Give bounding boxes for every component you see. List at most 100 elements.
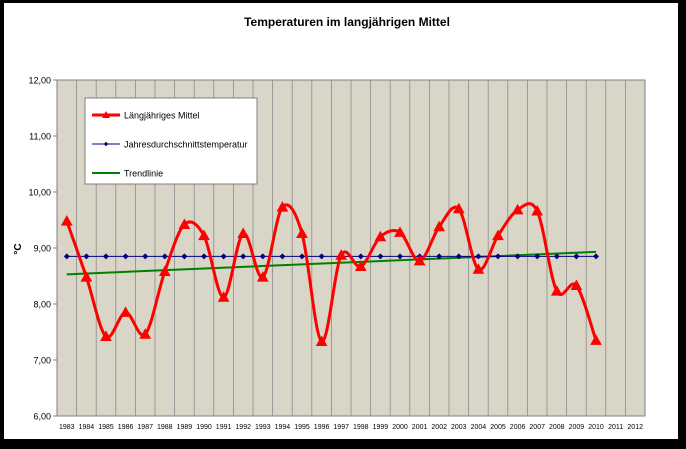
data-point <box>514 253 521 260</box>
y-tick-label: 7,00 <box>33 356 51 366</box>
data-point <box>178 218 191 229</box>
chart-area: Temperaturen im langjährigen Mittel 6,00… <box>4 3 678 439</box>
x-tick-label: 1983 <box>59 424 75 431</box>
data-point <box>102 253 110 260</box>
y-axis-label: °C <box>13 243 24 254</box>
data-point <box>80 271 93 282</box>
y-tick-label: 8,00 <box>33 300 51 310</box>
data-point <box>217 291 230 302</box>
x-tick-label: 1985 <box>98 424 114 431</box>
data-point <box>394 226 406 237</box>
x-tick-label: 2007 <box>529 424 545 431</box>
data-point <box>220 253 227 260</box>
x-tick-label: 1998 <box>353 424 369 431</box>
data-point <box>240 253 247 260</box>
x-tick-label: 1986 <box>118 424 134 431</box>
data-point <box>318 253 325 260</box>
data-point <box>433 220 446 232</box>
x-tick-label: 2011 <box>608 424 623 431</box>
series-line <box>66 250 597 276</box>
data-point <box>413 254 426 266</box>
data-point <box>553 253 560 260</box>
y-tick-label: 11,00 <box>29 132 51 142</box>
data-point <box>396 253 404 260</box>
x-tick-label: 1990 <box>196 424 212 431</box>
data-point <box>590 334 602 345</box>
x-tick-label: 2001 <box>412 424 428 431</box>
data-point <box>139 328 152 339</box>
data-point <box>534 253 541 260</box>
data-point <box>315 335 328 347</box>
data-point <box>475 253 482 260</box>
data-point <box>570 279 583 291</box>
y-tick-label: 9,00 <box>33 244 51 254</box>
data-point <box>122 253 129 260</box>
x-tick-label: 2002 <box>431 424 447 431</box>
data-point <box>60 215 73 226</box>
x-tick-label: 1992 <box>235 424 251 431</box>
legend-marker <box>103 141 109 147</box>
data-point <box>298 253 306 260</box>
data-point <box>436 253 443 260</box>
data-point <box>357 253 364 260</box>
data-point <box>452 202 465 214</box>
data-point <box>161 253 168 260</box>
x-tick-label: 1984 <box>79 424 95 431</box>
data-point <box>377 253 384 260</box>
x-tick-label: 2009 <box>569 424 585 431</box>
data-point <box>181 253 188 260</box>
x-tick-label: 1987 <box>137 424 153 431</box>
data-point <box>354 260 367 271</box>
data-point <box>259 253 266 260</box>
legend: Längjähriges Mittel Jahresdurchschnittste… <box>84 97 258 185</box>
data-point <box>550 285 563 296</box>
x-tick-label: 1999 <box>373 424 389 431</box>
x-tick-label: 2012 <box>627 424 643 431</box>
data-point <box>279 253 286 260</box>
data-point <box>472 263 485 274</box>
x-tick-label: 1997 <box>333 424 349 431</box>
data-point <box>492 229 504 241</box>
data-point <box>83 253 90 260</box>
x-tick-label: 1988 <box>157 424 173 431</box>
data-point <box>592 253 600 260</box>
legend-label: Trendlinie <box>124 169 163 179</box>
x-tick-label: 1989 <box>177 424 193 431</box>
x-tick-label: 1995 <box>294 424 310 431</box>
x-tick-label: 1996 <box>314 424 330 431</box>
legend-box <box>84 97 258 185</box>
data-point <box>119 306 132 317</box>
data-point <box>531 205 544 216</box>
chart-svg: Temperaturen im langjährigen Mittel 6,00… <box>13 15 646 431</box>
y-tick-label: 10,00 <box>28 188 51 198</box>
x-tick-label: 2005 <box>490 424 506 431</box>
data-point <box>200 253 208 260</box>
legend-label: Längjähriges Mittel <box>124 111 200 121</box>
x-tick-label: 1993 <box>255 424 271 431</box>
x-tick-label: 1994 <box>275 424 291 431</box>
data-point <box>100 330 112 341</box>
series-layer <box>60 201 602 347</box>
data-point <box>198 229 210 241</box>
x-tick-label: 2003 <box>451 424 467 431</box>
data-point <box>335 249 348 260</box>
data-point <box>455 253 462 260</box>
x-tick-label: 2006 <box>510 424 526 431</box>
chart-title: Temperaturen im langjährigen Mittel <box>244 15 450 29</box>
legend-marker <box>102 111 110 118</box>
y-tick-label: 12,00 <box>28 76 51 86</box>
x-axis-ticks: 1983 1984 1985 1986 1987 1988 1989 1990 1991 1992… <box>59 424 643 431</box>
x-tick-label: 2000 <box>392 424 408 431</box>
x-tick-label: 2008 <box>549 424 565 431</box>
x-tick-label: 2004 <box>471 424 487 431</box>
x-tick-label: 2010 <box>588 424 604 431</box>
legend-label: Jahresdurchschnittstemperatur <box>124 140 248 150</box>
y-axis-ticks: 6,00 7,00 8,00 9,00 10,00 11,00 12,00 <box>28 76 57 422</box>
data-point <box>511 203 524 215</box>
y-tick-label: 6,00 <box>33 412 51 422</box>
data-point <box>494 253 502 260</box>
data-point <box>158 265 171 277</box>
data-point <box>142 253 149 260</box>
data-point <box>63 253 70 260</box>
